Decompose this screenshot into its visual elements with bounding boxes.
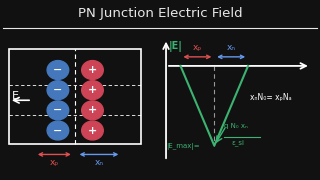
Text: ε_si: ε_si <box>231 139 244 146</box>
Text: xₚ: xₚ <box>193 43 202 52</box>
Text: +: + <box>88 85 97 95</box>
Text: xₙN₀= xₚNₐ: xₙN₀= xₚNₐ <box>251 93 292 102</box>
Circle shape <box>82 121 103 140</box>
Text: |E|: |E| <box>168 41 182 52</box>
Circle shape <box>82 101 103 120</box>
Text: +: + <box>88 125 97 136</box>
Text: xₙ: xₙ <box>94 158 103 167</box>
Circle shape <box>82 60 103 80</box>
Circle shape <box>47 101 69 120</box>
Text: PN Junction Electric Field: PN Junction Electric Field <box>78 7 242 20</box>
Circle shape <box>47 81 69 100</box>
Circle shape <box>82 81 103 100</box>
Text: |E_max|=: |E_max|= <box>166 143 200 150</box>
Text: xₙ: xₙ <box>227 43 236 52</box>
Text: −: − <box>53 85 63 95</box>
Text: +: + <box>88 105 97 115</box>
Circle shape <box>47 121 69 140</box>
Text: −: − <box>53 65 63 75</box>
Text: xₚ: xₚ <box>50 158 59 167</box>
Text: q N₀ xₙ: q N₀ xₙ <box>224 123 248 129</box>
Bar <box>9 49 141 144</box>
Circle shape <box>47 60 69 80</box>
Text: −: − <box>53 125 63 136</box>
Text: +: + <box>88 65 97 75</box>
Text: E: E <box>12 91 19 102</box>
Text: −: − <box>53 105 63 115</box>
